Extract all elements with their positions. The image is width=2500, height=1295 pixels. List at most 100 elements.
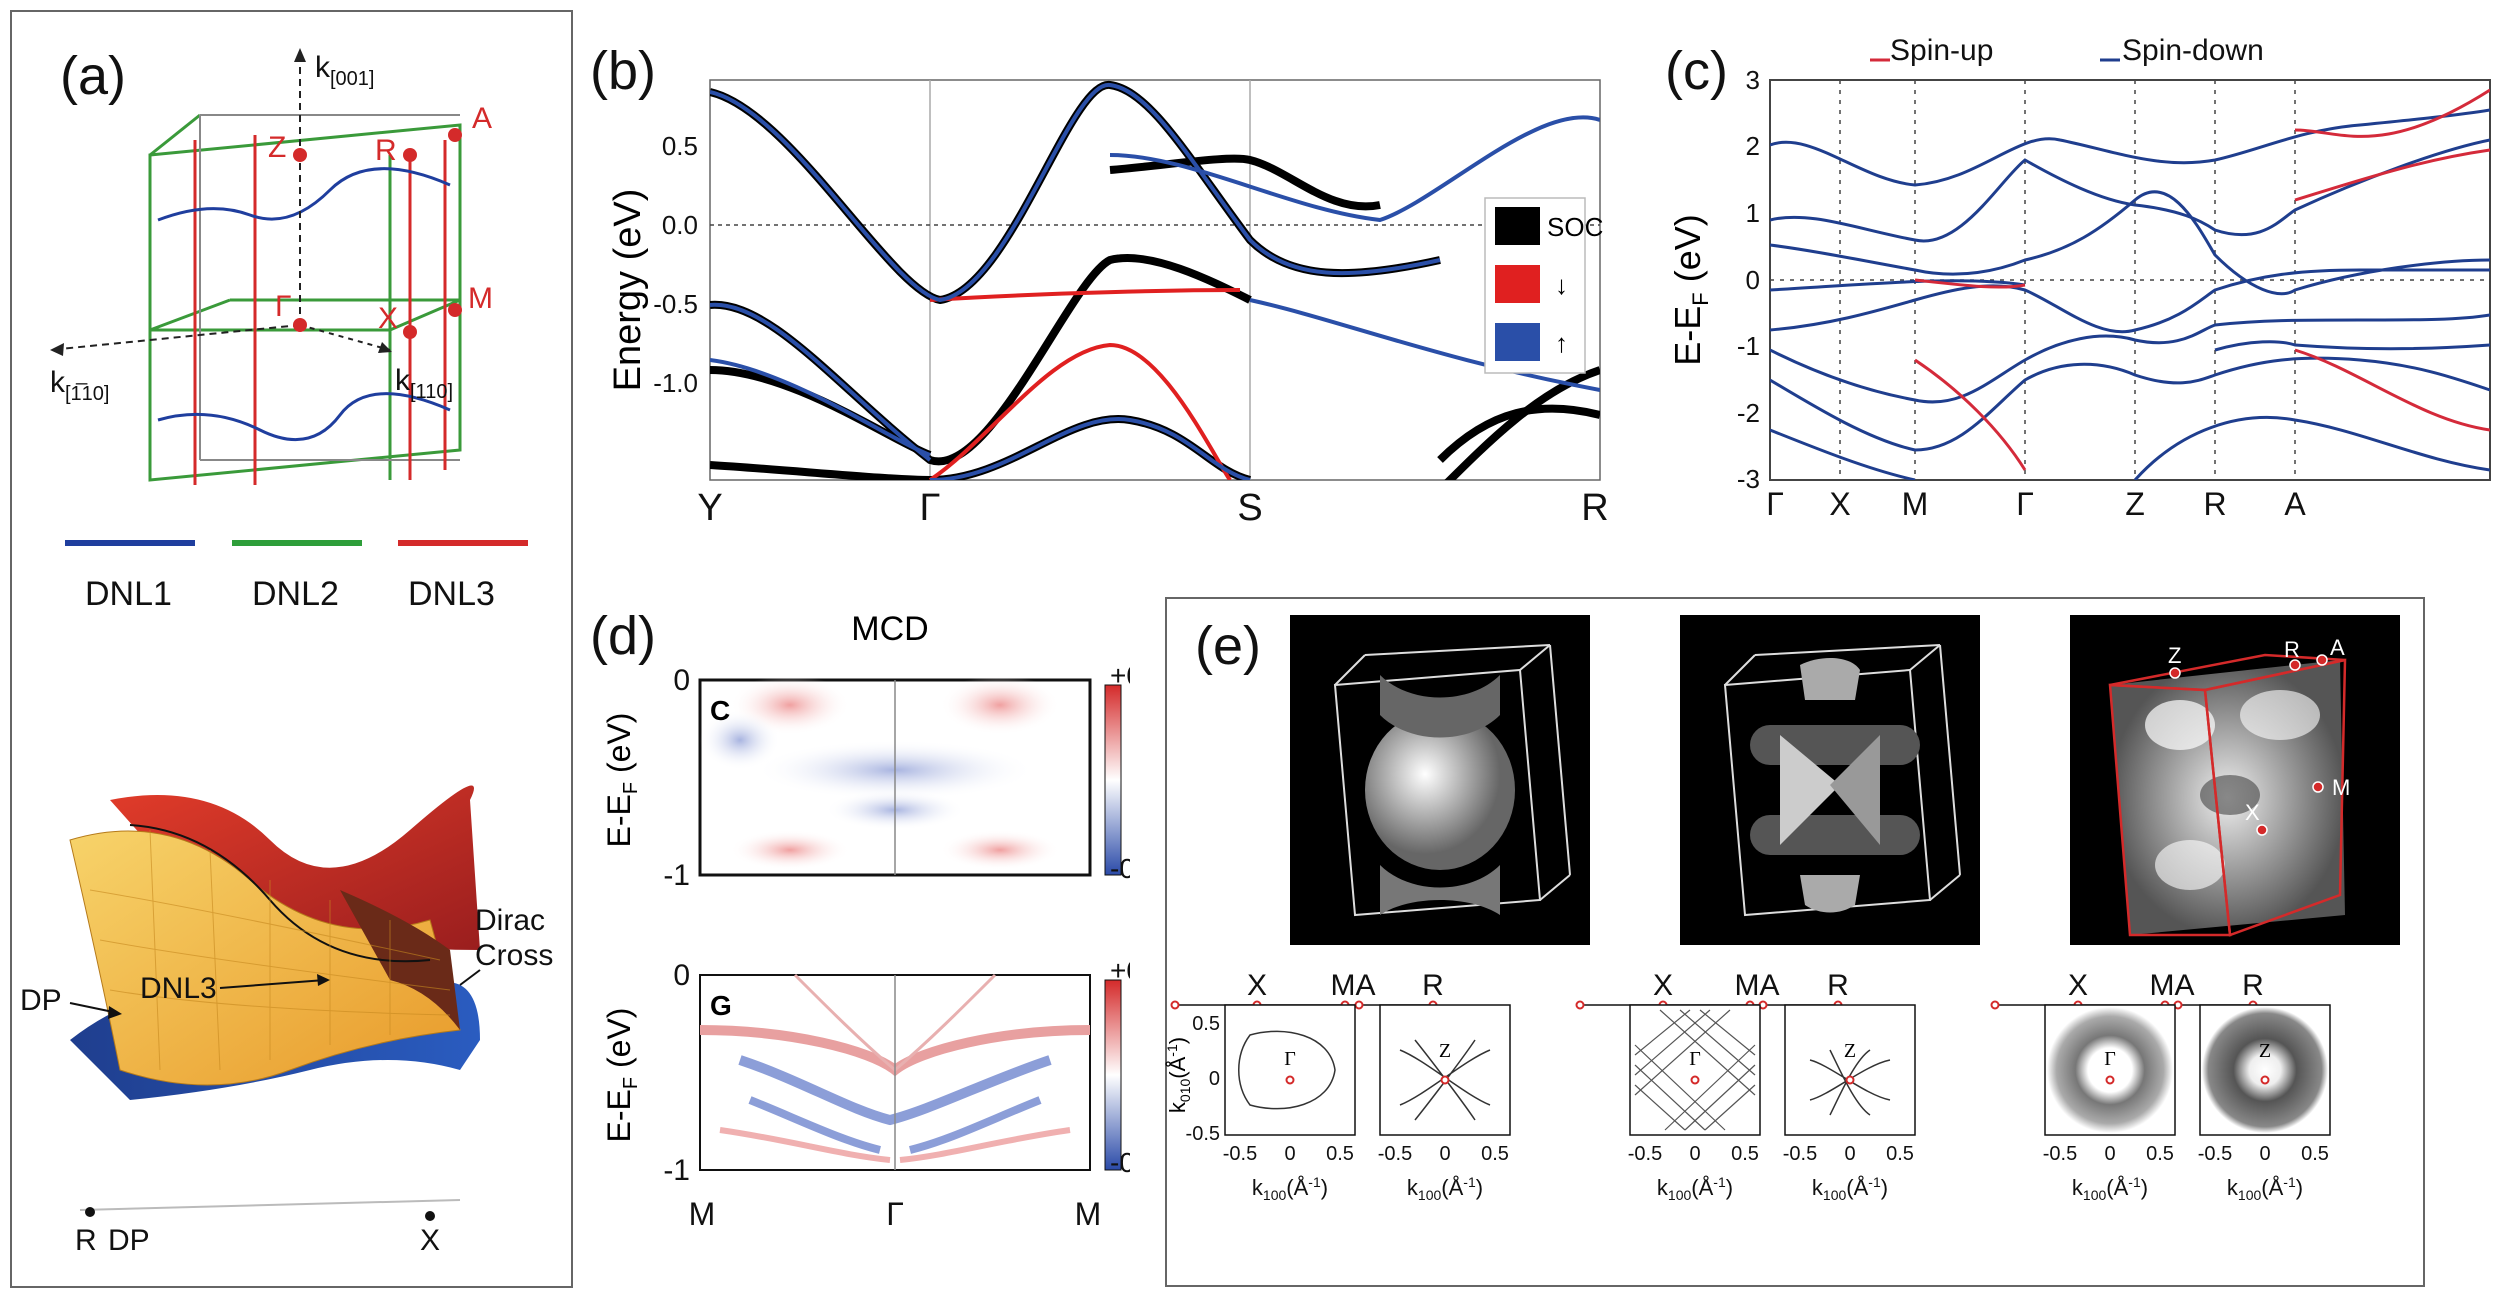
panel-a-surface-diagram: DNL3 DP Dirac Cross R DP X (20, 785, 553, 1250)
panel-c-band-plot: Spin-up Spin-down (1667, 34, 2491, 520)
c-xtick-r: R (2203, 486, 2226, 520)
cut1-label-ma: MA (1331, 969, 1376, 1002)
panel-e-2d-cuts: Γ Z Γ Z Γ Z X MA R X (1165, 969, 2331, 1203)
panel-a-bz-diagram: Z R A Γ X M k[001] k[1̅10] k[110] DNL1 D… (49, 48, 528, 613)
svg-text:0: 0 (2259, 1143, 2270, 1165)
axis-k001: k[001] (315, 51, 374, 90)
legend-dnl2-bar (232, 540, 362, 546)
e-xticks: -0.5 0 0.5 -0.5 0 0.5 -0.5 0 0.5 -0.5 0 0.5 -0.5… (1223, 1143, 2329, 1165)
legend-soc: SOC (1547, 212, 1603, 242)
d-top-ytick-0: 0 (673, 664, 690, 697)
c-ytick--3: -3 (1737, 464, 1760, 494)
point-m: M (468, 282, 493, 315)
cut1-label-x: X (1247, 969, 1267, 1002)
svg-text:-0.5: -0.5 (2198, 1143, 2232, 1165)
axis-k-110: k[1̅10] (50, 366, 109, 405)
legend-up: ↑ (1555, 328, 1568, 358)
e-ylabel: k010(Å-1) (1165, 1037, 1193, 1113)
cut3-label-r: R (2242, 969, 2264, 1002)
e-ytick--0.5: -0.5 (1186, 1123, 1220, 1145)
cut-pair-2: Γ Z (1575, 1000, 1916, 1136)
svg-text:0: 0 (1439, 1143, 1450, 1165)
cube-x: X (2245, 800, 2260, 825)
b-xtick-r: R (1581, 487, 1608, 529)
surface-dnl3-label: DNL3 (140, 972, 217, 1005)
panel-a-label: (a) (60, 46, 126, 106)
c-ylabel: E-EF (eV) (1667, 214, 1713, 365)
d-cbar-top-min: -0.1 (1110, 853, 1130, 884)
svg-text:0.5: 0.5 (2301, 1143, 2329, 1165)
b-ylabel: Energy (eV) (607, 189, 649, 392)
legend-down: ↓ (1555, 270, 1568, 300)
cut-pair-3: Γ Z (1990, 1000, 2331, 1136)
fs-image-3: Z R A M X (2070, 615, 2400, 945)
cut-pair-1: Γ Z (1170, 1000, 1511, 1136)
panel-a-frame (10, 10, 573, 1288)
panel-b-legend: SOC ↓ ↑ (1484, 197, 1603, 374)
d-bot-ytick--1: -1 (663, 1154, 690, 1187)
legend-spin-down: Spin-down (2122, 34, 2264, 67)
svg-text:k100(Å-1): k100(Å-1) (1657, 1174, 1733, 1203)
b-ytick-0.5: 0.5 (662, 131, 698, 161)
svg-text:0: 0 (1689, 1143, 1700, 1165)
panel-c-label: (c) (1665, 41, 1728, 101)
d-bot-ytick-0: 0 (673, 959, 690, 992)
point-z: Z (268, 131, 286, 164)
e-xlabels: k100(Å-1) k100(Å-1) k100(Å-1) k100(Å-1) … (1252, 1174, 2303, 1203)
surface-dirac-label: Dirac (475, 904, 545, 937)
c-xtick-m: M (1902, 486, 1929, 520)
svg-text:k100(Å-1): k100(Å-1) (2072, 1174, 2148, 1203)
surface-r-label: R (75, 1224, 97, 1250)
svg-text:0: 0 (2104, 1143, 2115, 1165)
e-ytick-0.5: 0.5 (1192, 1013, 1220, 1035)
svg-text:k100(Å-1): k100(Å-1) (1812, 1174, 1888, 1203)
svg-text:k100(Å-1): k100(Å-1) (1252, 1174, 1328, 1203)
legend-dnl2-label: DNL2 (252, 575, 339, 613)
cut3-gamma: Γ (2104, 1048, 2116, 1070)
cut1-label-r: R (1422, 969, 1444, 1002)
cut3-label-x: X (2068, 969, 2088, 1002)
svg-text:0: 0 (1284, 1143, 1295, 1165)
legend-dnl3-label: DNL3 (408, 575, 495, 613)
legend-dnl1-label: DNL1 (85, 575, 172, 613)
cube-z: Z (2168, 643, 2181, 668)
legend-dnl1-bar (65, 540, 195, 546)
c-ytick-0: 0 (1746, 265, 1760, 295)
c-xtick-a: A (2284, 486, 2306, 520)
panel-b-axes (709, 79, 1601, 481)
d-top-ylabel: E-EF (eV) (601, 713, 642, 848)
point-x: X (378, 302, 398, 335)
b-xtick-y: Y (697, 487, 722, 529)
cube-a: A (2330, 635, 2345, 660)
cut1-z: Z (1439, 1040, 1451, 1062)
b-ytick--1.0: -1.0 (653, 368, 698, 398)
c-ytick-1: 1 (1746, 198, 1760, 228)
panel-b-label: (b) (590, 41, 656, 101)
svg-text:0: 0 (1844, 1143, 1855, 1165)
d-bottom-letter: G (710, 990, 732, 1021)
svg-text:0.5: 0.5 (1326, 1143, 1354, 1165)
c-ytick--1: -1 (1737, 331, 1760, 361)
fs-image-1 (1290, 615, 1590, 945)
d-cbar-bot-min: -0.1 (1110, 1147, 1130, 1178)
c-xtick-gamma2: Γ (2016, 486, 2034, 520)
axis-k110: k[110] (395, 364, 453, 403)
panel-d-mcd-maps: MCD C G +0.1 -0.1 +0.1 -0.1 0 -1 0 -1 E-… (601, 610, 1130, 1232)
b-xtick-gamma: Γ (920, 487, 941, 529)
svg-text:0.5: 0.5 (1481, 1143, 1509, 1165)
cut2-z: Z (1844, 1040, 1856, 1062)
point-a: A (472, 102, 492, 135)
svg-text:0.5: 0.5 (1886, 1143, 1914, 1165)
d-xtick-m2: M (1075, 1196, 1102, 1232)
b-xtick-s: S (1237, 487, 1262, 529)
point-r: R (375, 134, 397, 167)
c-ytick--2: -2 (1737, 398, 1760, 428)
b-ytick-0.0: 0.0 (662, 210, 698, 240)
svg-text:0.5: 0.5 (2146, 1143, 2174, 1165)
svg-text:k100(Å-1): k100(Å-1) (1407, 1174, 1483, 1203)
point-gamma: Γ (275, 290, 292, 323)
legend-spin-up: Spin-up (1890, 34, 1993, 67)
d-top-ytick--1: -1 (663, 859, 690, 892)
cut1-gamma: Γ (1284, 1048, 1296, 1070)
cut2-label-r: R (1827, 969, 1849, 1002)
